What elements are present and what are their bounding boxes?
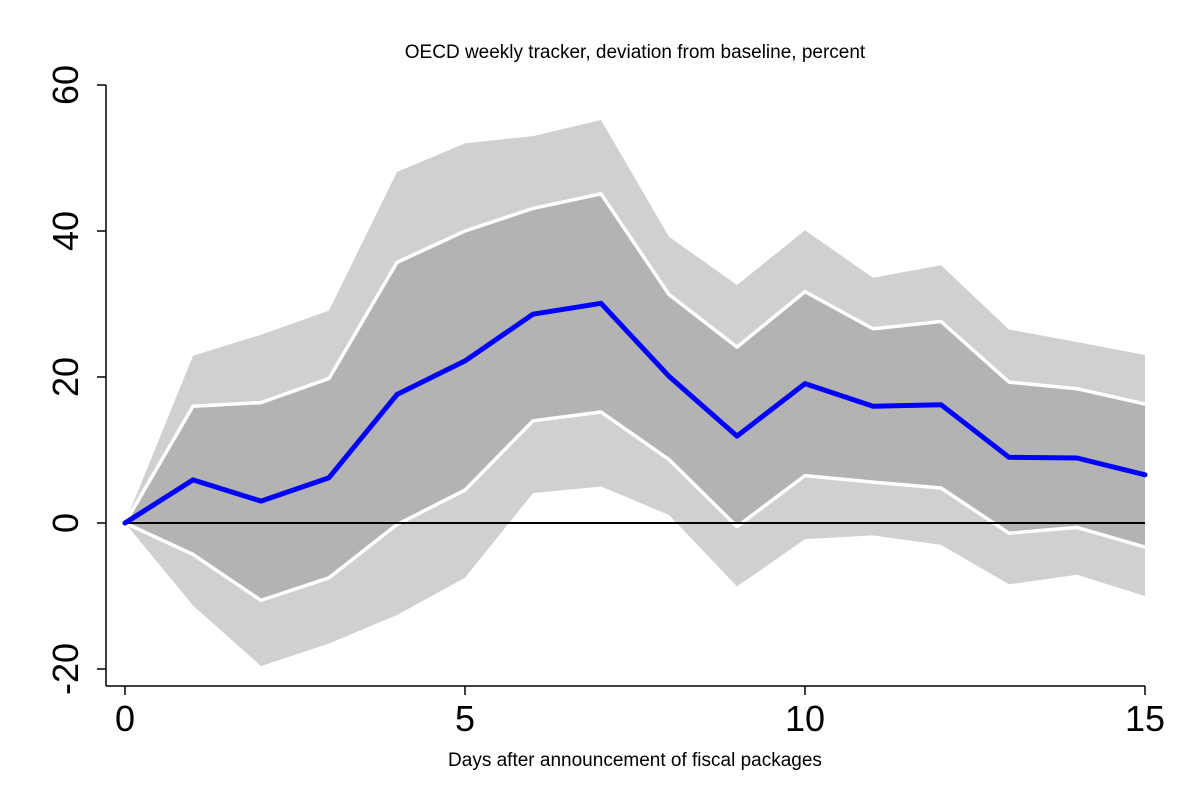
x-tick-label: 5 — [455, 698, 475, 739]
x-tick-label: 0 — [115, 698, 135, 739]
inner-confidence-band — [125, 193, 1145, 601]
chart-title: OECD weekly tracker, deviation from base… — [405, 42, 866, 63]
inner-band-upper-edge — [123, 192, 1146, 524]
y-tick-label: 60 — [45, 65, 86, 105]
point-estimate-line — [122, 300, 1148, 526]
x-tick-label: 10 — [785, 698, 825, 739]
inner-band-lower-edge — [124, 410, 1146, 603]
x-axis-title: Days after announcement of fiscal packag… — [448, 750, 822, 771]
x-tick-label: 15 — [1125, 698, 1165, 739]
y-tick-label: 40 — [45, 211, 86, 251]
plot-area: -20 0 20 40 60 0 5 10 15 — [45, 65, 1165, 739]
y-tick-label: 0 — [45, 513, 86, 533]
y-tick-label: 20 — [45, 357, 86, 397]
y-tick-label: -20 — [45, 643, 86, 695]
